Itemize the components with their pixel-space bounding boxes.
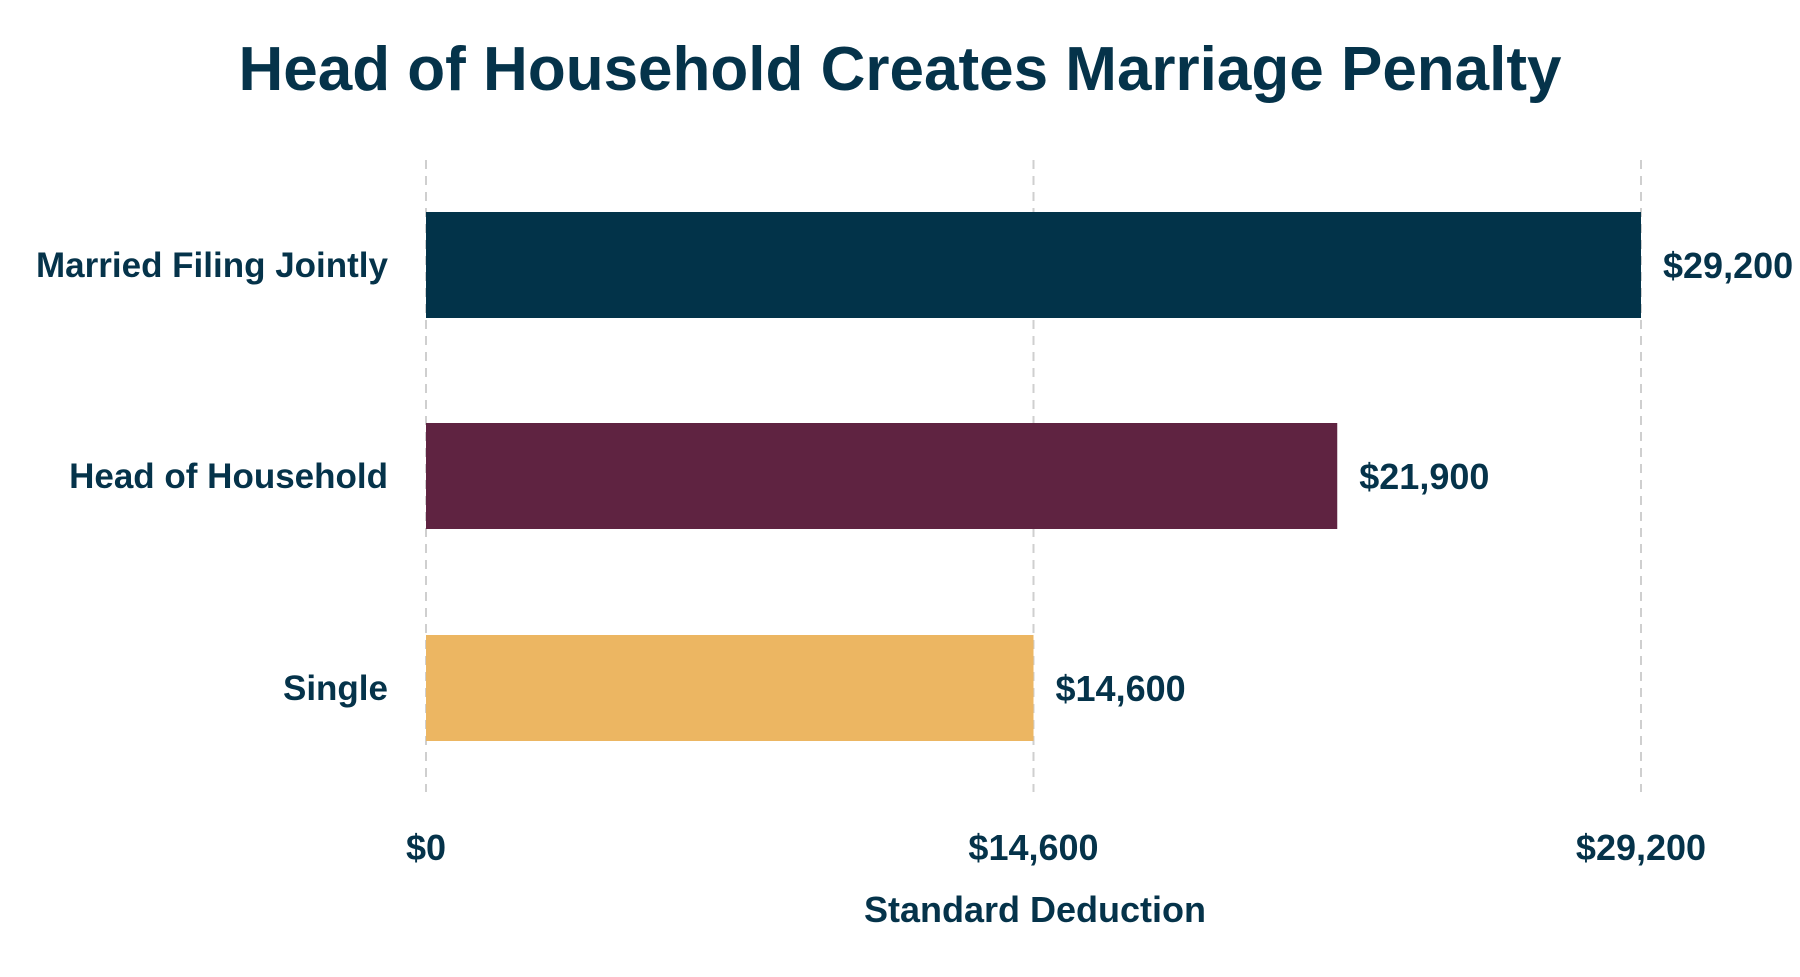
x-tick-label: $14,600 [968,827,1098,868]
value-label: $14,600 [1056,668,1186,709]
x-tick-label: $29,200 [1576,827,1706,868]
x-tick-label: $0 [406,827,446,868]
bar [426,212,1641,318]
bar [426,423,1338,529]
bar [426,635,1034,741]
label-layer: Married Filing Jointly $29,200 Head of Hou… [36,245,1793,709]
category-label: Head of Household [69,457,388,496]
chart-title: Head of Household Creates Marriage Penal… [238,35,1562,104]
value-label: $29,200 [1663,245,1793,286]
x-axis-ticks: $0 $14,600 $29,200 [406,827,1706,868]
x-axis-title: Standard Deduction [864,889,1206,930]
value-label: $21,900 [1359,456,1489,497]
category-label: Single [283,669,388,708]
bar-layer [426,212,1641,741]
category-label: Married Filing Jointly [36,246,389,285]
